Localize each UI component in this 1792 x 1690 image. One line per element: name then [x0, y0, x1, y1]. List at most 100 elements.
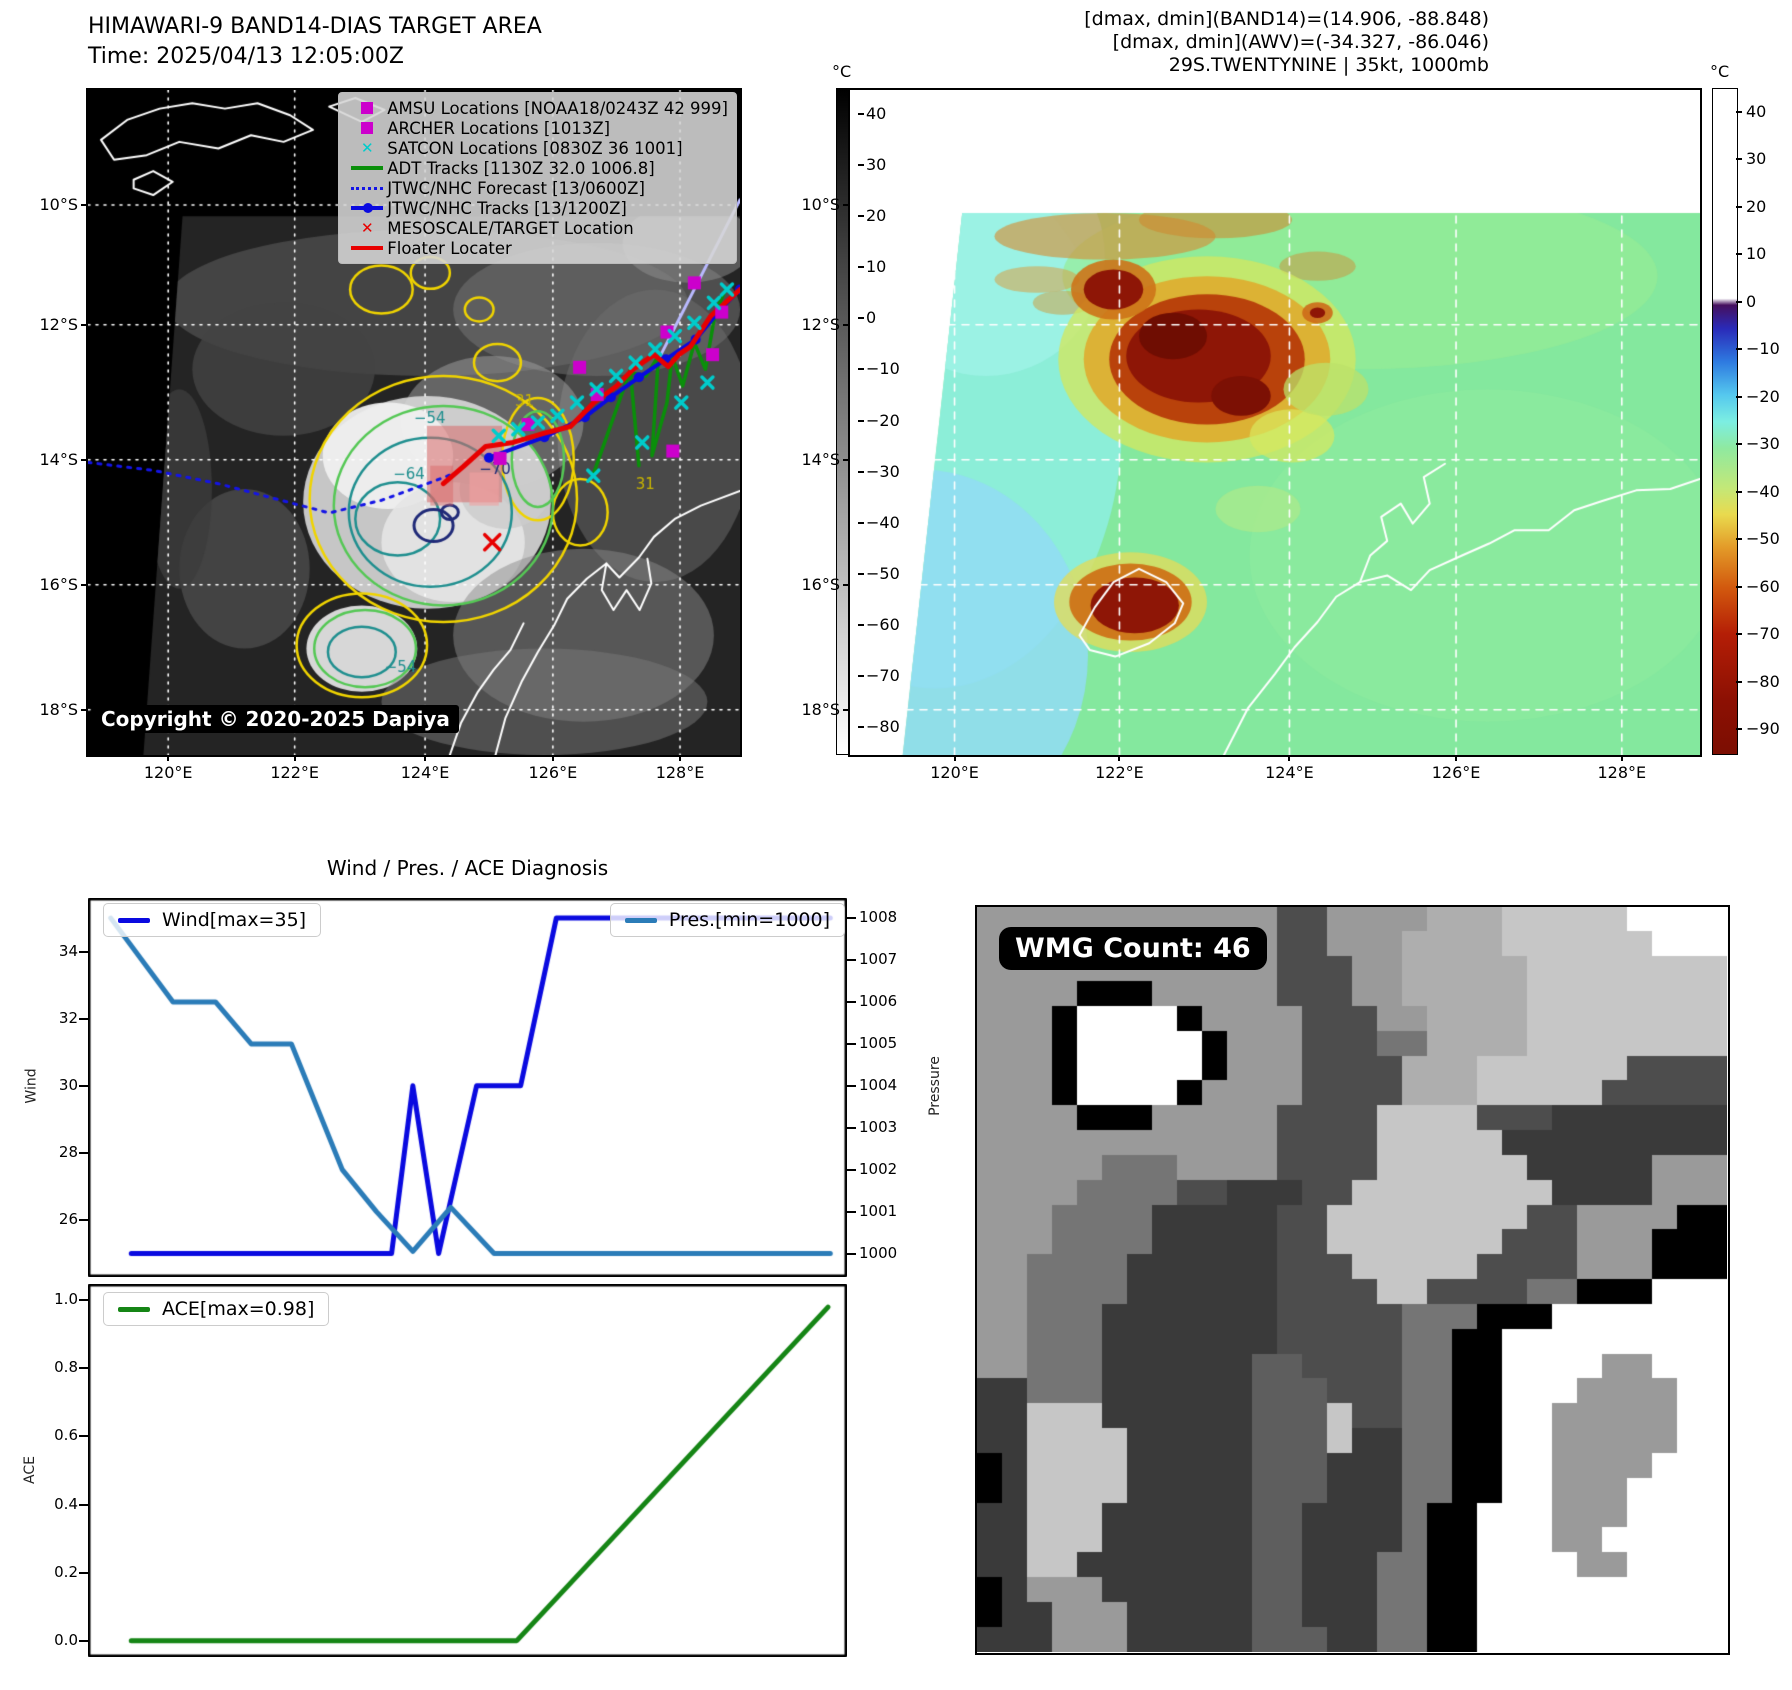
awv-colorbar-tickmark: [1736, 585, 1742, 588]
map-x-tickmark: [953, 755, 956, 761]
wind-legend-swatch: [118, 917, 150, 923]
awv-colorbar-tick: −10: [1746, 339, 1780, 359]
awv-colorbar-tick: −90: [1746, 719, 1780, 739]
band14-colorbar-tickmark: [858, 112, 864, 115]
chart-y-tick-right: 1006: [859, 991, 898, 1010]
band14-map: AMSU Locations [NOAA18/0243Z 42 999] ARCH…: [86, 88, 742, 757]
map-y-tick: 18°S: [801, 699, 840, 719]
wind-legend-label: Wind[max=35]: [162, 909, 307, 931]
chart-y-tickmark-left: [79, 1151, 88, 1154]
chart-y-tickmark-left: [79, 1571, 88, 1574]
chart-y-tick-right: 1000: [859, 1243, 898, 1262]
awv-colorbar-tickmark: [1736, 538, 1742, 541]
x-marker-icon: ✕: [360, 219, 374, 237]
ace-chart: [88, 1284, 847, 1657]
band14-colorbar-tickmark: [858, 624, 864, 627]
wmg-canvas: [977, 907, 1727, 1652]
wind-pressure-chart: [88, 898, 847, 1277]
band14-colorbar-tick: −10: [866, 359, 900, 379]
map-x-tickmark: [424, 755, 427, 761]
band14-colorbar-tickmark: [858, 675, 864, 678]
wind-pressure-chart-canvas: [88, 898, 847, 1277]
map-legend-label: AMSU Locations [NOAA18/0243Z 42 999]: [387, 98, 728, 118]
map-x-tick: 128°E: [655, 763, 705, 782]
map-x-tick: 122°E: [270, 763, 319, 782]
map-legend-item: AMSU Locations [NOAA18/0243Z 42 999]: [347, 98, 728, 118]
map-x-tick: 122°E: [1095, 763, 1144, 782]
band14-colorbar-tick: 0: [866, 308, 877, 328]
awv-colorbar-tick: 40: [1746, 101, 1767, 121]
map-y-tickmark: [81, 323, 88, 326]
chart-y-tick-right: 1007: [859, 950, 898, 969]
band14-colorbar-tick: 30: [866, 154, 887, 174]
map-y-tickmark: [843, 708, 850, 711]
band14-colorbar-tick: −60: [866, 615, 900, 635]
map-x-tick: 128°E: [1597, 763, 1647, 782]
map-legend-label: Floater Locater: [387, 238, 512, 258]
map-legend-item: ARCHER Locations [1013Z]: [347, 118, 728, 138]
awv-colorbar-tickmark: [1736, 158, 1742, 161]
chart-y-tickmark-left: [79, 1299, 88, 1302]
map-legend-label: JTWC/NHC Tracks [13/1200Z]: [387, 198, 627, 218]
band14-colorbar-tick: −20: [866, 410, 900, 430]
awv-header-storm: 29S.TWENTYNINE | 35kt, 1000mb: [1168, 54, 1489, 76]
chart-y-tick-left: 1.0: [54, 1290, 78, 1309]
pressure-axis-label: Pressure: [926, 1056, 943, 1116]
band14-colorbar-unit: °C: [832, 62, 852, 81]
band14-colorbar-tickmark: [858, 368, 864, 371]
square-marker-icon: [347, 122, 387, 134]
band14-time-line: Time: 2025/04/13 12:05:00Z: [88, 44, 404, 69]
awv-colorbar-tick: 0: [1746, 291, 1757, 311]
map-x-tick: 120°E: [143, 763, 193, 782]
awv-colorbar-tickmark: [1736, 490, 1742, 493]
awv-colorbar-tick: 20: [1746, 196, 1767, 216]
ace-legend-swatch: [118, 1306, 150, 1312]
pressure-legend-swatch: [624, 917, 657, 923]
chart-y-tickmark-right: [847, 1000, 856, 1003]
map-x-tickmark: [1620, 755, 1623, 761]
map-y-tickmark: [843, 323, 850, 326]
dotted-line-icon: [347, 186, 387, 190]
awv-colorbar-tickmark: [1736, 680, 1742, 683]
band14-colorbar-tick: 10: [866, 257, 887, 277]
map-y-tick: 10°S: [801, 195, 840, 215]
chart-y-tick-right: 1005: [859, 1033, 898, 1052]
ace-legend-label: ACE[max=0.98]: [162, 1298, 315, 1320]
chart-y-tick-left: 26: [58, 1209, 78, 1228]
map-legend-item: JTWC/NHC Tracks [13/1200Z]: [347, 198, 728, 218]
map-y-tick: 16°S: [801, 574, 840, 594]
awv-colorbar-tick: −60: [1746, 576, 1780, 596]
band14-colorbar-tickmark: [858, 163, 864, 166]
chart-y-tickmark-right: [847, 1252, 856, 1255]
chart-y-tick-left: 0.4: [54, 1494, 78, 1513]
chart-y-tickmark-left: [79, 1435, 88, 1438]
chart-y-tickmark-left: [79, 1218, 88, 1221]
chart-y-tickmark-left: [79, 1367, 88, 1370]
band14-colorbar-tickmark: [858, 572, 864, 575]
square-marker-icon: [347, 102, 387, 114]
awv-colorbar-unit: °C: [1710, 62, 1730, 81]
awv-map: [848, 88, 1702, 757]
diagnosis-title: Wind / Pres. / ACE Diagnosis: [326, 856, 609, 880]
awv-colorbar-tick: −70: [1746, 624, 1780, 644]
awv-colorbar-tickmark: [1736, 110, 1742, 113]
map-y-tickmark: [81, 583, 88, 586]
band14-colorbar-tickmark: [858, 726, 864, 729]
map-legend-item: ✕ SATCON Locations [0830Z 36 1001]: [347, 138, 728, 158]
map-y-tick: 16°S: [39, 574, 78, 594]
line-icon: [347, 166, 387, 170]
awv-colorbar-tick: −50: [1746, 529, 1780, 549]
band14-colorbar-tick: 40: [866, 103, 887, 123]
map-x-tick: 124°E: [1265, 763, 1314, 782]
map-x-tickmark: [1118, 755, 1121, 761]
chart-y-tickmark-left: [79, 1503, 88, 1506]
band14-colorbar-tick: −80: [866, 717, 900, 737]
chart-y-tick-left: 0.6: [54, 1426, 78, 1445]
ace-chart-canvas: [88, 1284, 847, 1657]
map-legend-label: MESOSCALE/TARGET Location: [387, 218, 634, 238]
map-x-tick: 126°E: [528, 763, 578, 782]
map-legend-item: ADT Tracks [1130Z 32.0 1006.8]: [347, 158, 728, 178]
chart-y-tick-right: 1004: [859, 1075, 898, 1094]
map-x-tickmark: [167, 755, 170, 761]
